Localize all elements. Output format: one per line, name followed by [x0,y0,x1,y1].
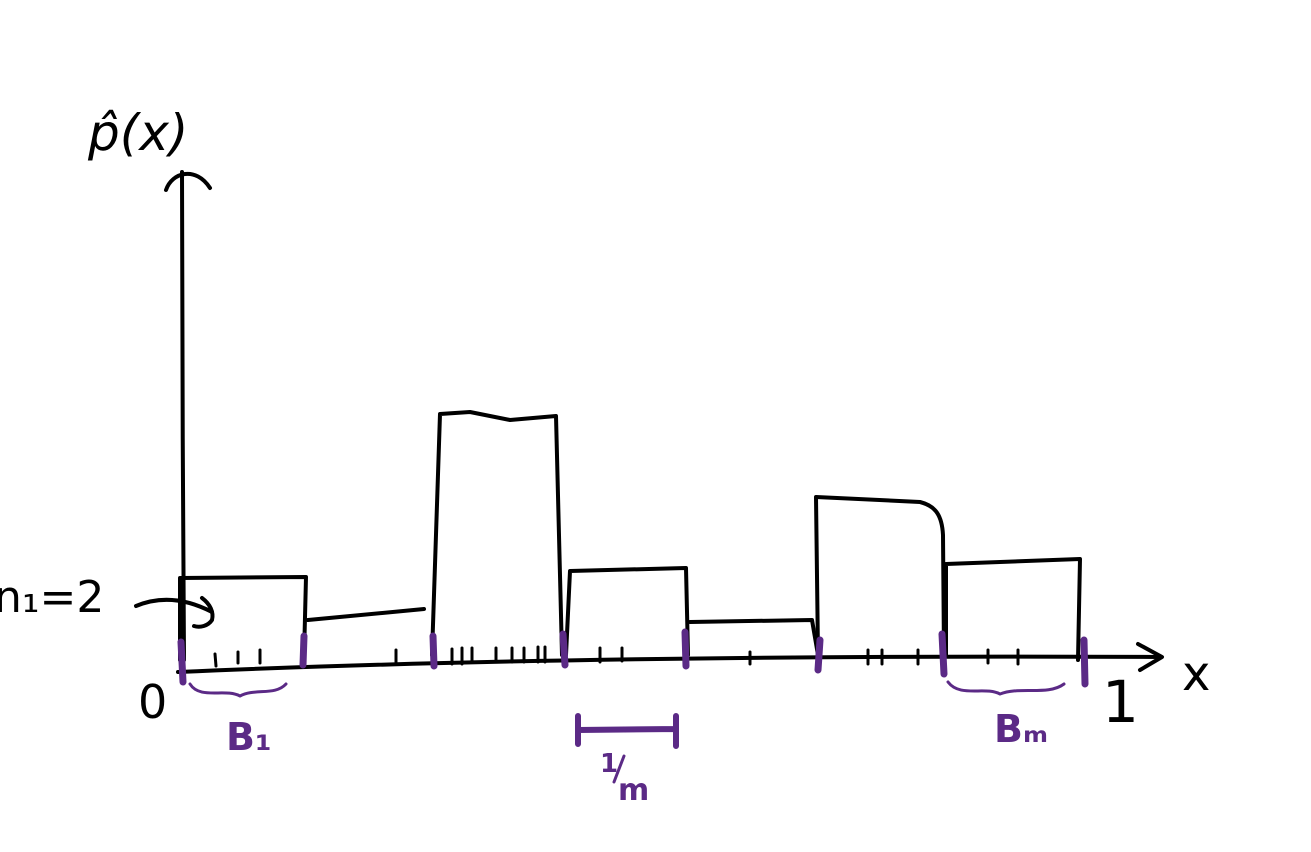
bin-width-denominator: m [618,773,649,808]
histogram-bar-7 [944,557,1082,662]
b1-label: B₁ [226,715,272,759]
histogram-bar-3 [430,410,564,657]
bin-width-marker [575,713,679,749]
y-axis-label: p̂(x) [87,104,188,162]
one-label: 1 [1102,668,1139,736]
y-axis [180,170,186,662]
n1-label: n₁=2 [0,572,104,623]
bin-width-slash [612,754,626,784]
n1-pointer-arrowhead [192,596,215,629]
origin-label: 0 [138,675,167,729]
bm-label: Bₘ [994,707,1048,751]
histogram-bar-4 [564,566,690,657]
bm-brace [946,680,1066,696]
histogram-bar-6 [814,495,946,657]
b1-brace [188,682,288,698]
x-axis-label: x [1182,646,1210,702]
data-point-ticks [213,645,1020,668]
histogram-bar-1 [178,575,308,662]
histogram-bar-5 [688,618,820,657]
histogram-bar-2 [306,607,426,622]
bin-width-numerator: 1 [600,749,618,779]
y-axis-arrowhead [164,171,212,192]
x-axis [176,654,1162,674]
n1-pointer-arrow [134,597,214,614]
x-axis-arrowhead [1136,642,1164,672]
bin-boundaries [177,628,1089,688]
